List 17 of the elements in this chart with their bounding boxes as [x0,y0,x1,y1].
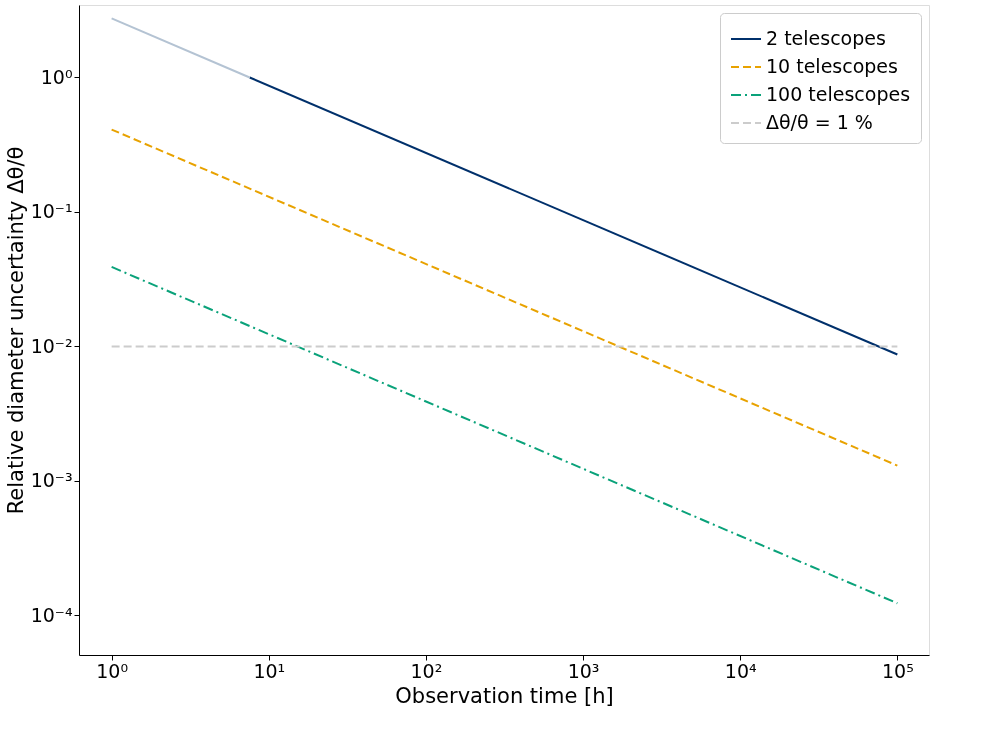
y-axis-title: Relative diameter uncertainty Δθ/θ [3,146,28,515]
y-tick-label: 10⁻³ [30,469,73,492]
legend-label: 100 telescopes [766,83,911,105]
legend-label: Δθ/θ = 1 % [766,111,873,133]
x-tick-label: 10¹ [253,659,286,682]
y-tick-label: 10⁰ [40,65,73,88]
y-tick-label: 10⁻¹ [30,200,73,223]
y-tick-label: 10⁻⁴ [30,603,73,626]
x-tick-label: 10² [410,659,443,682]
legend-label: 2 telescopes [766,27,886,49]
x-axis-title: Observation time [h] [395,683,614,708]
legend-label: 10 telescopes [766,55,898,77]
y-tick-label: 10⁻² [30,334,73,357]
x-tick-label: 10³ [567,659,600,682]
x-tick-label: 10⁴ [724,659,757,682]
x-tick-label: 10⁵ [881,659,914,682]
x-tick-label: 10⁰ [96,659,129,682]
